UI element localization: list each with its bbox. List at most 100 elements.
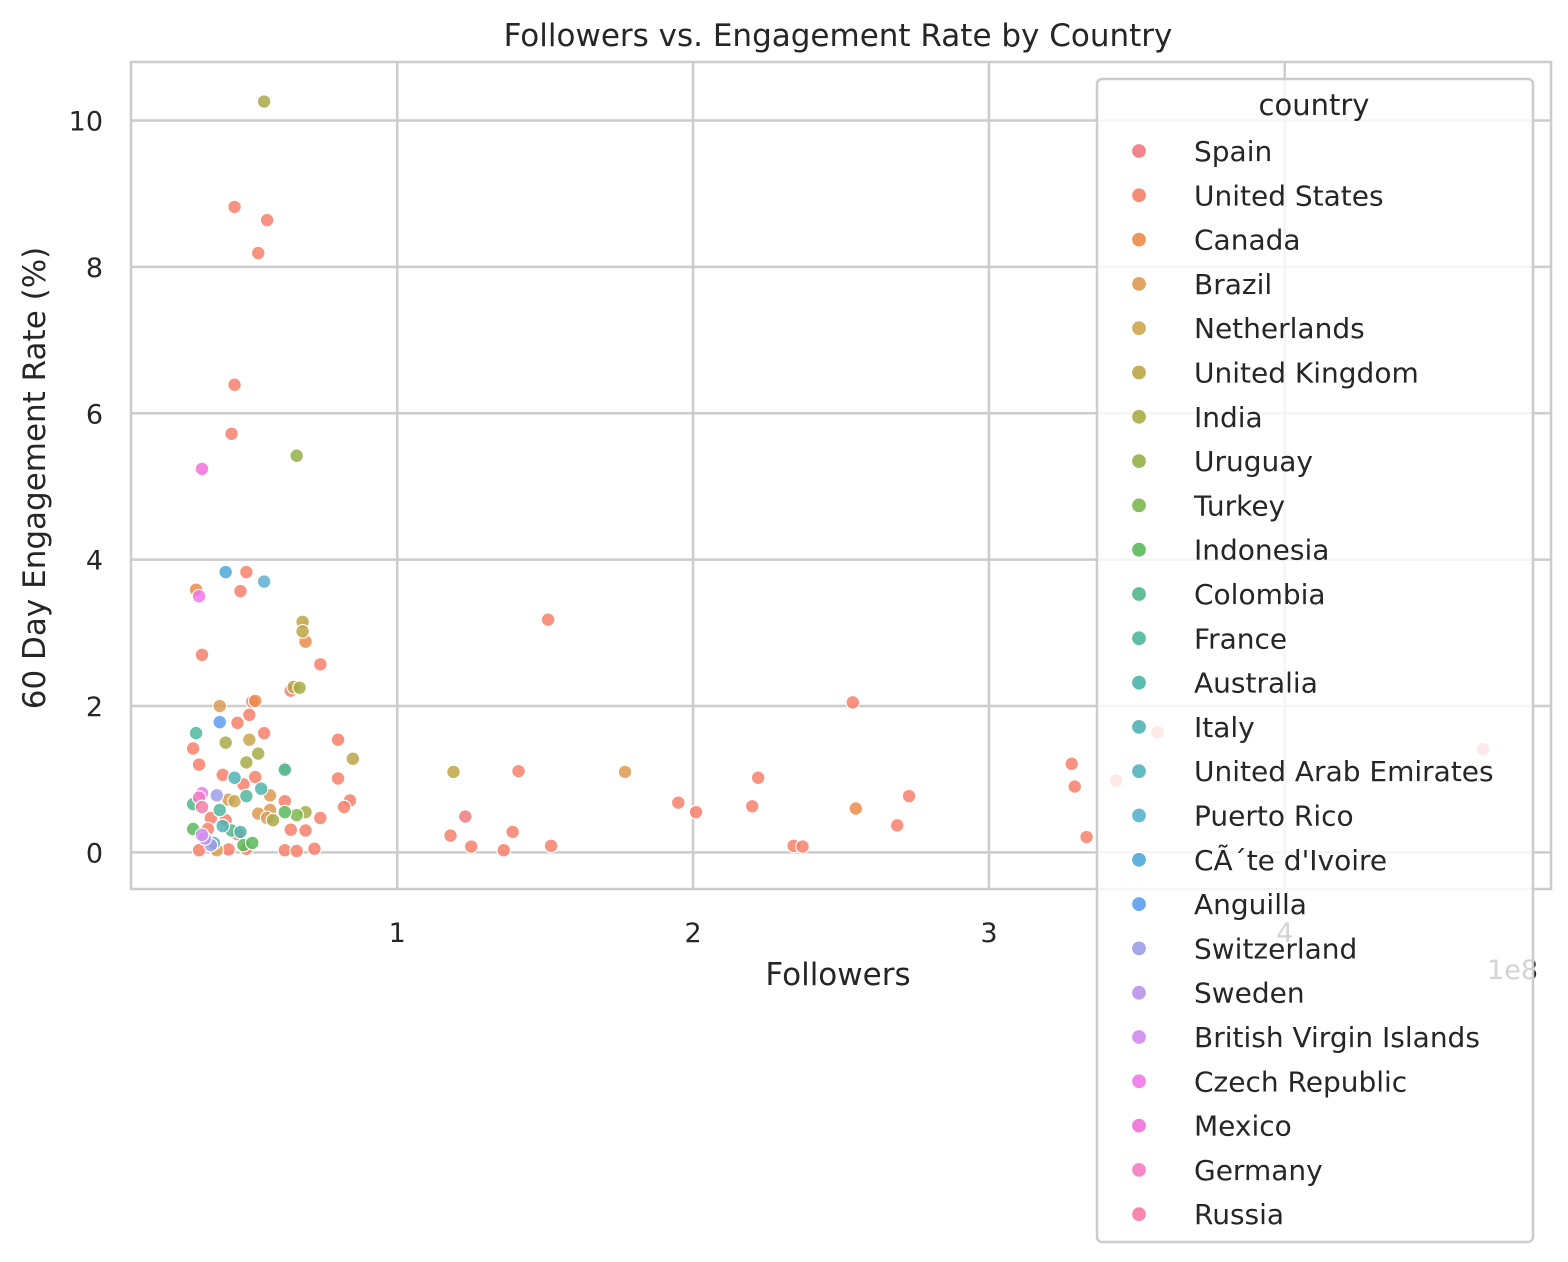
legend-item: Spain [1130,135,1272,168]
legend-label: Brazil [1194,268,1272,301]
data-point [1067,779,1083,794]
data-point [238,788,254,804]
legend-title: country [1259,88,1370,122]
data-point [233,824,248,840]
data-point [185,741,201,756]
legend-label: British Virgin Islands [1194,1021,1480,1054]
legend-marker [1130,1206,1148,1223]
data-point [227,770,242,786]
legend-label: Canada [1194,224,1301,257]
data-point [750,770,766,786]
legend-item: Uruguay [1130,445,1313,478]
data-point [795,839,810,854]
legend-marker [1130,408,1148,425]
legend-label: France [1194,622,1287,655]
legend-marker [1130,1117,1148,1134]
y-tick-label: 0 [86,838,103,869]
data-point [1064,756,1080,772]
data-point [230,715,245,731]
data-point [292,680,308,696]
data-point [617,764,633,780]
legend-marker [1130,718,1148,736]
legend-item: Colombia [1130,578,1326,611]
data-point [446,764,461,780]
legend-item: Turkey [1130,489,1285,522]
legend-item: United Kingdom [1130,357,1419,390]
data-point [345,751,361,767]
data-point [253,781,269,797]
data-point [227,199,242,215]
data-point [212,698,228,714]
legend-label: United States [1194,179,1384,212]
legend-label: United Kingdom [1194,357,1419,390]
legend-item: Indonesia [1130,534,1329,567]
data-point [744,798,760,814]
data-point [238,564,254,580]
data-point [330,732,346,748]
data-point [256,725,272,741]
legend-item: Brazil [1130,268,1272,301]
data-point [250,245,266,261]
data-points [185,94,1491,859]
legend-item: Germany [1130,1154,1323,1187]
legend-label: Russia [1194,1198,1284,1231]
legend-item: France [1130,622,1287,655]
x-axis-label: Followers [765,957,910,993]
legend-marker [1130,674,1148,691]
data-point [218,735,234,751]
legend-item: Anguilla [1130,888,1307,921]
legend-marker [1130,142,1148,160]
legend-label: Puerto Rico [1194,800,1354,833]
legend-label: Colombia [1194,578,1326,611]
legend-marker [1130,1161,1148,1179]
legend-item: United States [1130,179,1384,212]
data-point [307,841,322,857]
legend-marker [1130,497,1148,514]
data-point [218,564,234,580]
data-point [848,801,864,816]
legend-label: Spain [1194,135,1272,168]
data-point [312,810,328,826]
data-point [194,827,210,843]
data-point [543,838,559,854]
data-point [215,818,231,834]
data-point [244,835,260,851]
data-point [443,828,458,843]
x-tick-label: 2 [684,918,701,949]
data-point [511,763,526,779]
data-point [224,426,239,442]
legend-marker [1130,984,1148,1001]
data-point [298,823,313,838]
legend-item: Netherlands [1130,312,1365,345]
legend-item: United Arab Emirates [1130,755,1494,788]
legend-marker [1130,1028,1148,1046]
legend-label: Anguilla [1194,888,1307,921]
data-point [330,771,346,786]
data-point [889,817,905,833]
data-point [194,647,210,663]
legend-item: Canada [1130,224,1301,257]
data-point [212,802,228,818]
data-point [1079,829,1094,845]
legend-item: British Virgin Islands [1130,1021,1480,1054]
y-tick-label: 10 [69,107,103,138]
data-point [670,795,686,811]
data-point [289,448,305,464]
data-point [540,612,556,628]
data-point [227,377,242,393]
legend-marker [1130,320,1148,337]
data-point [191,757,207,772]
legend-item: Russia [1130,1198,1284,1231]
data-point [901,788,917,804]
legend-marker [1130,630,1148,647]
legend-label: Switzerland [1194,932,1357,965]
data-point [845,694,861,710]
legend-marker [1130,940,1148,957]
legend-item: Switzerland [1130,932,1357,965]
legend-marker [1130,187,1148,204]
data-point [259,212,275,228]
legend-item: Italy [1130,711,1255,744]
legend-marker [1130,763,1148,780]
plot-frame [129,60,1553,891]
chart-title: Followers vs. Engagement Rate by Country [504,18,1173,54]
